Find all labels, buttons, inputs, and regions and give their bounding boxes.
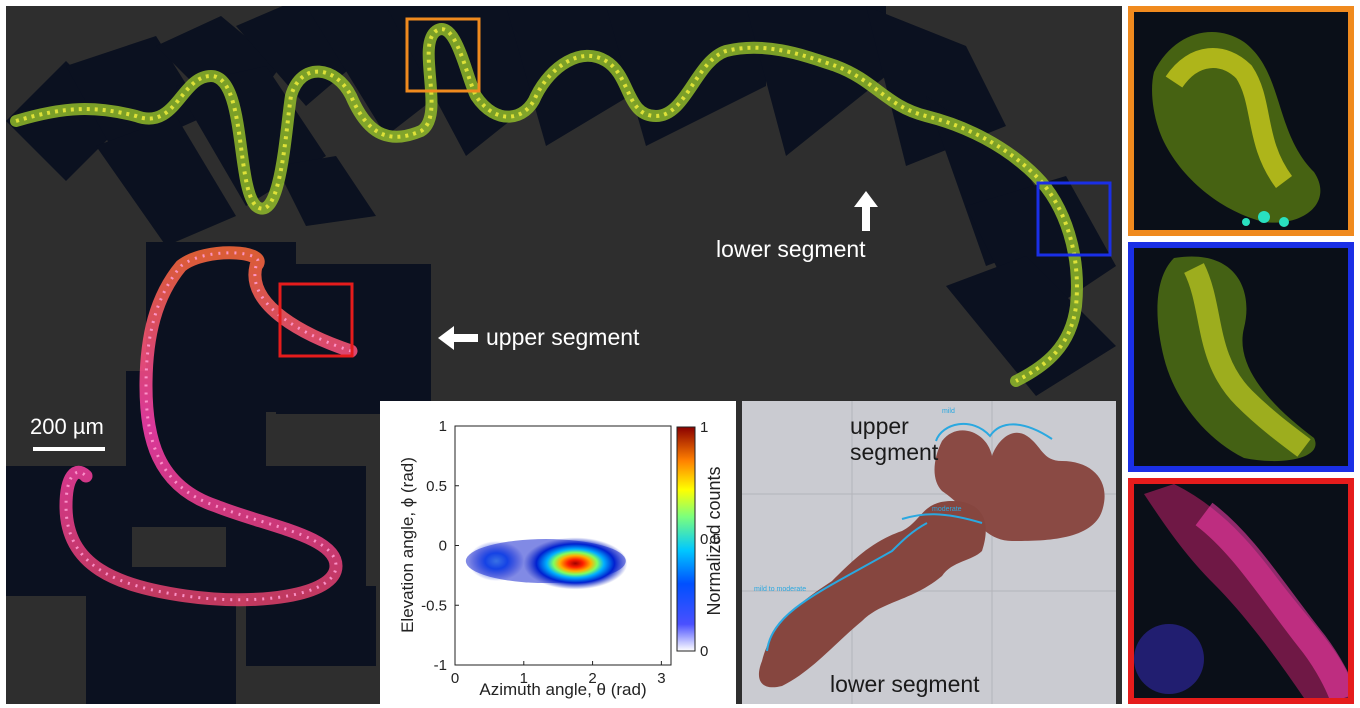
chart-canvas: 0 1 2 3 1 0.5 0 -0.5 -1 1 0.5 0 Azimuth angle, θ … bbox=[398, 418, 724, 699]
y-tick-label: 1 bbox=[439, 418, 447, 435]
x-tick-label: 1 bbox=[520, 670, 528, 687]
annotation-moderate: moderate bbox=[932, 506, 962, 513]
tissue-mosaic-image bbox=[6, 6, 1116, 704]
blue-roi-box bbox=[1036, 181, 1112, 257]
histology-photo: mild moderate mild to moderate bbox=[742, 401, 1116, 704]
blue-zoom-image bbox=[1157, 256, 1316, 462]
orange-roi-box bbox=[405, 17, 481, 93]
annotation-mild-to-moderate: mild to moderate bbox=[754, 586, 806, 593]
x-axis-label: Azimuth angle, θ (rad) bbox=[479, 680, 646, 699]
annotation-mild: mild bbox=[942, 408, 955, 415]
y-tick-label: 0.5 bbox=[426, 478, 447, 495]
lower-segment-label: lower segment bbox=[716, 236, 866, 262]
y-tick-label: 0 bbox=[439, 538, 447, 555]
histology-lower-label: lower segment bbox=[830, 671, 980, 697]
y-axis-label: Elevation angle, ϕ (rad) bbox=[398, 457, 417, 633]
colorbar-tick-label: 0.5 bbox=[700, 531, 721, 548]
red-zoom-inset bbox=[1128, 478, 1354, 704]
left-arrow-icon bbox=[438, 326, 478, 350]
scale-bar-label: 200 µm bbox=[30, 414, 104, 439]
colorbar-label: Normalized counts bbox=[704, 466, 724, 615]
red-roi-box bbox=[278, 282, 354, 358]
x-tick-label: 3 bbox=[657, 670, 665, 687]
colorbar-tick-label: 1 bbox=[700, 419, 708, 436]
heatmap-density bbox=[465, 537, 628, 590]
blue-zoom-inset bbox=[1128, 242, 1354, 472]
red-zoom-image bbox=[1134, 484, 1348, 698]
orange-zoom-image bbox=[1152, 32, 1321, 227]
angle-histogram-chart: 0 1 2 3 1 0.5 0 -0.5 -1 1 0.5 0 Azimuth angle, θ … bbox=[380, 401, 736, 704]
upper-segment-label: upper segment bbox=[486, 324, 640, 350]
y-tick-label: -1 bbox=[434, 657, 447, 674]
orange-zoom-inset bbox=[1128, 6, 1354, 236]
tissue-mosaic-panel: lower segment upper segment 200 µm bbox=[6, 6, 1122, 704]
histology-image: mild moderate mild to moderate upper seg… bbox=[742, 401, 1116, 704]
x-tick-label: 2 bbox=[588, 670, 596, 687]
histology-upper-label: upper segment bbox=[850, 413, 939, 465]
up-arrow-icon bbox=[854, 191, 878, 231]
x-tick-label: 0 bbox=[451, 670, 459, 687]
colorbar bbox=[676, 426, 696, 652]
main-peak bbox=[523, 537, 628, 590]
y-tick-label: -0.5 bbox=[421, 597, 447, 614]
colorbar-tick-label: 0 bbox=[700, 643, 708, 660]
scale-bar bbox=[33, 447, 105, 451]
